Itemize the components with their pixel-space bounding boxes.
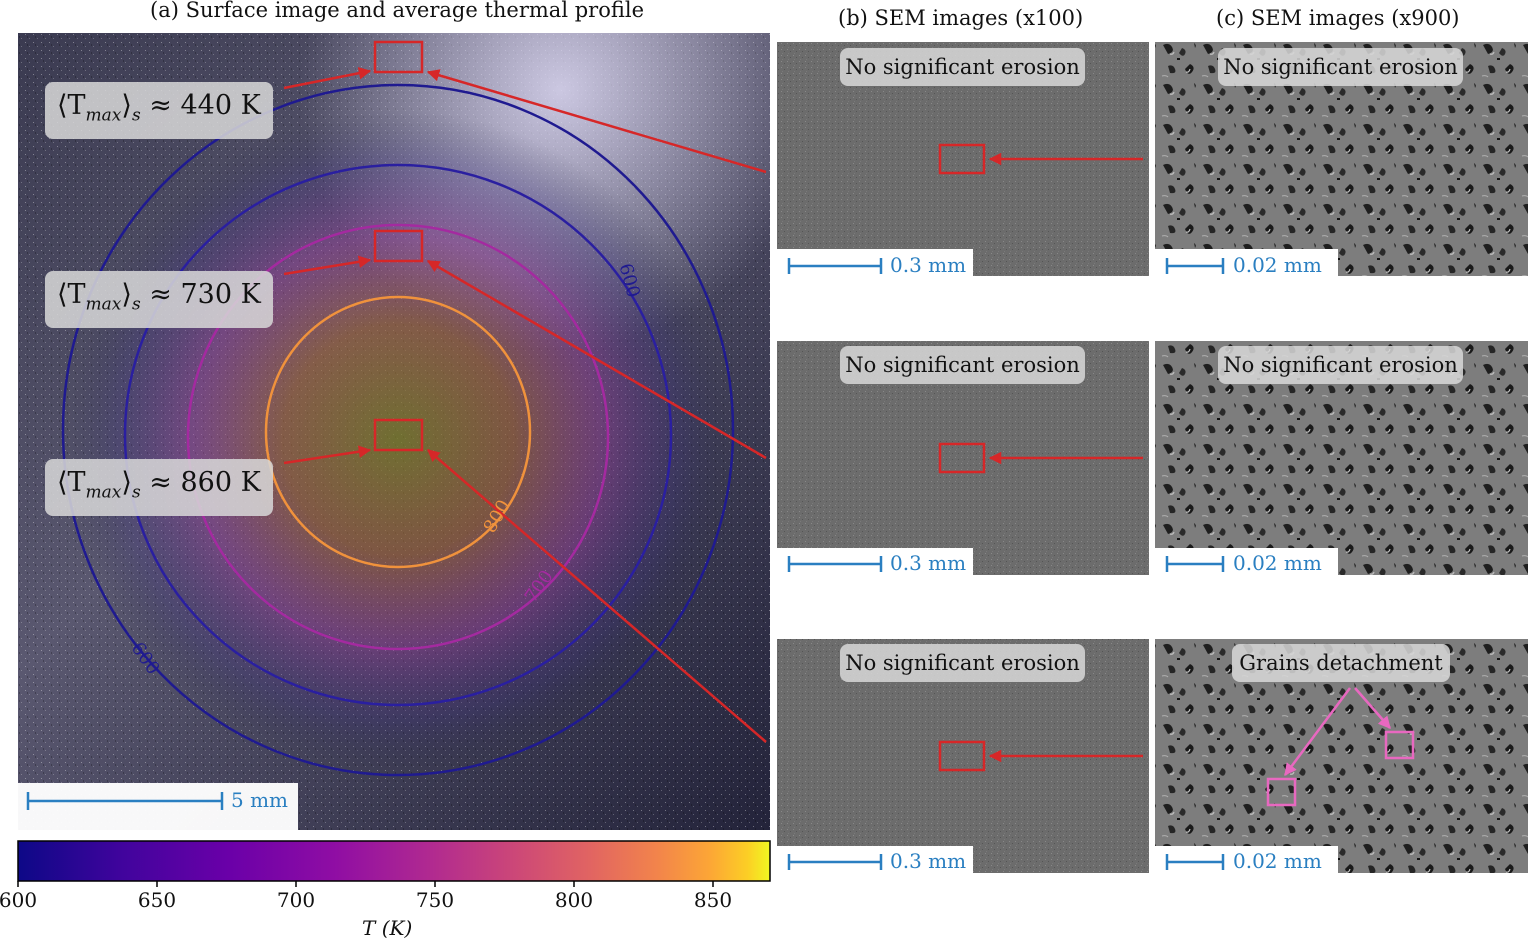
sem100-label-1: No significant erosion xyxy=(840,48,1085,86)
panel-a-title: (a) Surface image and average thermal pr… xyxy=(150,0,644,22)
sem900-label-2: No significant erosion xyxy=(1218,346,1463,384)
contour-650 xyxy=(123,163,673,707)
sem100-scale-label-1: 0.3 mm xyxy=(890,253,967,277)
marker-730 xyxy=(373,229,424,263)
sem100-scale-box-3 xyxy=(777,846,973,873)
contour-600 xyxy=(61,83,735,777)
surface-scale-box xyxy=(18,783,298,830)
temp-sub: max xyxy=(85,294,122,315)
sem900-scale-label-3: 0.02 mm xyxy=(1233,849,1322,873)
colorbar-tick-800: 800 xyxy=(554,888,594,912)
thermal-contours xyxy=(61,83,735,777)
temp-label-730: ⟨Tmax⟩s ≈ 730 K xyxy=(45,271,273,329)
surface-arrows xyxy=(283,67,767,743)
sem100-scale-label-3: 0.3 mm xyxy=(890,849,967,873)
temp-sub: max xyxy=(85,105,122,126)
colorbar xyxy=(17,840,771,887)
colorbar-tick-650: 650 xyxy=(137,888,177,912)
contour-800 xyxy=(264,295,532,569)
sem100-scale-box-1 xyxy=(777,249,973,276)
grain-marker-2 xyxy=(1384,730,1415,760)
sem900-scale-label-2: 0.02 mm xyxy=(1233,551,1322,575)
surface-image xyxy=(18,33,770,830)
sem100-label-2: No significant erosion xyxy=(840,346,1085,384)
panel-b-title: (b) SEM images (x100) xyxy=(838,6,1084,30)
sem900-scale-box-1 xyxy=(1155,249,1338,276)
colorbar-tick-600: 600 xyxy=(0,888,38,912)
sem900-scale-box-3 xyxy=(1155,846,1338,873)
temp-value: ≈ 860 K xyxy=(149,467,261,498)
sem900-label-3: Grains detachment xyxy=(1232,644,1450,682)
temp-prefix: ⟨T xyxy=(57,90,86,121)
sem100-label-3: No significant erosion xyxy=(840,644,1085,682)
colorbar-tick-700: 700 xyxy=(276,888,316,912)
temp-subscript: s xyxy=(131,294,141,315)
temp-value: ≈ 730 K xyxy=(149,279,261,310)
sem900-scale-label-1: 0.02 mm xyxy=(1233,253,1322,277)
sem100-scale-label-2: 0.3 mm xyxy=(890,551,967,575)
sem900-label-1: No significant erosion xyxy=(1218,48,1463,86)
panel-c-title: (c) SEM images (x900) xyxy=(1216,6,1460,30)
temp-value: ≈ 440 K xyxy=(149,90,261,121)
sem100-panels xyxy=(777,42,1149,873)
grain-marker-1 xyxy=(1266,777,1297,807)
temp-prefix: ⟨T xyxy=(57,279,86,310)
colorbar-tick-850: 850 xyxy=(693,888,733,912)
sem900-scale-box-2 xyxy=(1155,548,1338,575)
contour-700 xyxy=(186,223,610,651)
temp-sub: max xyxy=(85,482,122,503)
temp-suffix: ⟩ xyxy=(121,279,132,310)
temp-subscript: s xyxy=(131,482,141,503)
temp-suffix: ⟩ xyxy=(121,467,132,498)
temp-label-440: ⟨Tmax⟩s ≈ 440 K xyxy=(45,82,273,140)
colorbar-tick-750: 750 xyxy=(415,888,455,912)
surface-markers xyxy=(373,40,424,452)
surface-scale-label: 5 mm xyxy=(231,788,289,812)
temp-label-860: ⟨Tmax⟩s ≈ 860 K xyxy=(45,459,273,517)
temp-prefix: ⟨T xyxy=(57,467,86,498)
temp-suffix: ⟩ xyxy=(121,90,132,121)
temp-subscript: s xyxy=(131,105,141,126)
sem100-scale-box-2 xyxy=(777,548,973,575)
marker-440 xyxy=(373,40,424,74)
marker-860 xyxy=(373,418,424,452)
sem900-panels xyxy=(1155,42,1528,873)
colorbar-axis-label: T (K) xyxy=(362,916,413,940)
